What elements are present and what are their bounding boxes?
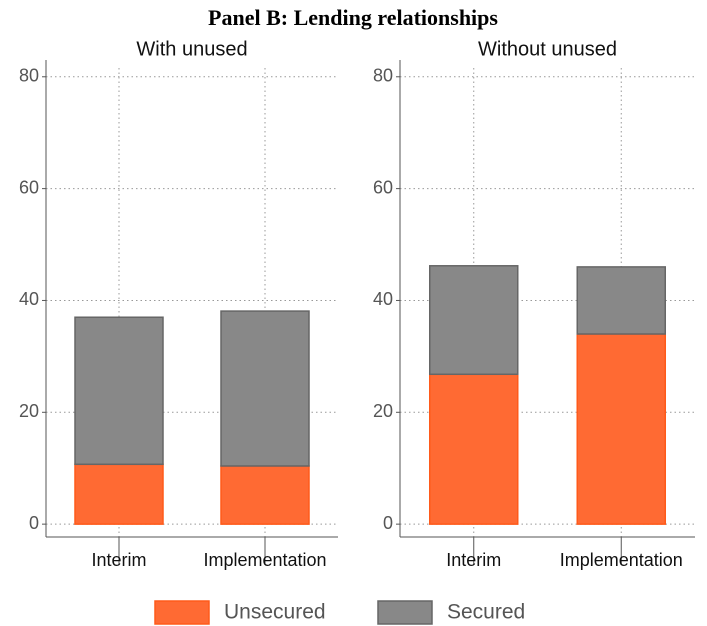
bar-segment: [576, 333, 666, 525]
bar-segment: [74, 463, 164, 525]
bar-segment: [220, 310, 310, 467]
y-tick-label: 40: [19, 289, 39, 309]
x-tick-label: Interim: [91, 550, 146, 570]
y-tick-label: 80: [373, 66, 393, 86]
y-tick-label: 20: [373, 401, 393, 421]
bar-segment: [74, 316, 164, 466]
legend-label: Unsecured: [224, 601, 326, 624]
panel-title: Without unused: [478, 38, 617, 60]
panel-title: With unused: [136, 38, 247, 60]
x-tick-label: Implementation: [560, 550, 683, 570]
y-tick-label: 60: [373, 177, 393, 197]
legend-swatch: [154, 600, 210, 625]
legend-label: Secured: [447, 601, 525, 624]
y-tick-label: 60: [19, 177, 39, 197]
bar-segment: [576, 266, 666, 335]
bar-segment: [429, 373, 519, 525]
bar-segment: [429, 265, 519, 376]
x-tick-label: Interim: [446, 550, 501, 570]
x-tick-label: Implementation: [203, 550, 326, 570]
y-tick-label: 20: [19, 401, 39, 421]
legend-swatch: [377, 600, 433, 625]
y-tick-label: 80: [19, 66, 39, 86]
y-tick-label: 40: [373, 289, 393, 309]
y-tick-label: 0: [383, 513, 393, 533]
bar-segment: [220, 465, 310, 525]
y-tick-label: 0: [29, 513, 39, 533]
figure-title: Panel B: Lending relationships: [208, 5, 498, 30]
